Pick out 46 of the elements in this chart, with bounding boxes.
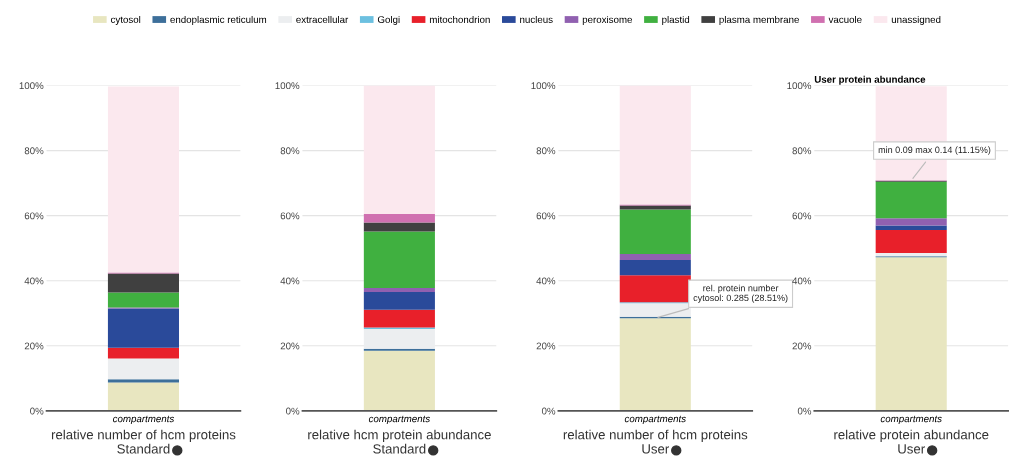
legend-label: cytosol bbox=[110, 15, 141, 25]
legend-label: plastid bbox=[662, 15, 690, 25]
x-tick-label: compartments bbox=[880, 415, 942, 425]
y-tick-label: 60% bbox=[536, 212, 556, 220]
legend-label: endoplasmic reticulum bbox=[170, 15, 267, 25]
y-tick-label: 100% bbox=[19, 82, 44, 90]
legend-label: unassigned bbox=[891, 15, 941, 25]
y-tick-label: 20% bbox=[792, 342, 812, 350]
y-tick-label: 40% bbox=[280, 277, 300, 285]
y-tick-label: 0% bbox=[286, 407, 300, 415]
y-tick-label: 20% bbox=[280, 342, 300, 350]
x-tick-label: compartments bbox=[624, 415, 686, 425]
y-tick-label: 80% bbox=[24, 147, 44, 155]
y-tick-label: 0% bbox=[30, 407, 44, 415]
x-axis-title: relative hcm protein abundance Standard bbox=[308, 429, 491, 454]
annotation: rel. protein number cytosol: 0.285 (28.51%) bbox=[693, 284, 788, 303]
y-tick-label: 40% bbox=[24, 277, 44, 285]
chart-title: User protein abundance bbox=[814, 75, 926, 85]
y-tick-label: 80% bbox=[792, 147, 812, 155]
legend-label: plasma membrane bbox=[719, 15, 799, 25]
y-tick-label: 60% bbox=[280, 212, 300, 220]
y-tick-label: 80% bbox=[280, 147, 300, 155]
x-axis-title: relative number of hcm proteins Standard bbox=[51, 429, 236, 454]
y-tick-label: 20% bbox=[536, 342, 556, 350]
legend-label: Golgi bbox=[377, 15, 400, 25]
legend-label: mitochondrion bbox=[429, 15, 490, 24]
y-tick-label: 0% bbox=[541, 407, 556, 415]
y-tick-label: 40% bbox=[536, 277, 556, 285]
legend-label: vacuole bbox=[828, 15, 862, 24]
legend-label: nucleus bbox=[520, 15, 553, 24]
legend-label: extracellular bbox=[296, 15, 349, 24]
y-tick-label: 60% bbox=[792, 212, 812, 220]
x-tick-label: compartments bbox=[112, 415, 175, 425]
y-tick-label: 100% bbox=[531, 82, 556, 90]
x-axis-title: relative number of hcm proteins User bbox=[563, 429, 748, 454]
legend-label: peroxisome bbox=[582, 15, 633, 25]
y-tick-label: 0% bbox=[797, 407, 812, 415]
y-tick-label: 100% bbox=[787, 82, 812, 90]
x-tick-label: compartments bbox=[368, 415, 430, 425]
y-tick-label: 80% bbox=[536, 147, 556, 155]
y-tick-label: 60% bbox=[24, 212, 44, 220]
x-axis-title: relative protein abundance User bbox=[834, 429, 989, 454]
y-tick-label: 40% bbox=[792, 277, 812, 285]
y-tick-label: 20% bbox=[24, 342, 44, 350]
annotation: min 0.09 max 0.14 (11.15%) bbox=[878, 146, 991, 155]
y-tick-label: 100% bbox=[275, 82, 300, 90]
